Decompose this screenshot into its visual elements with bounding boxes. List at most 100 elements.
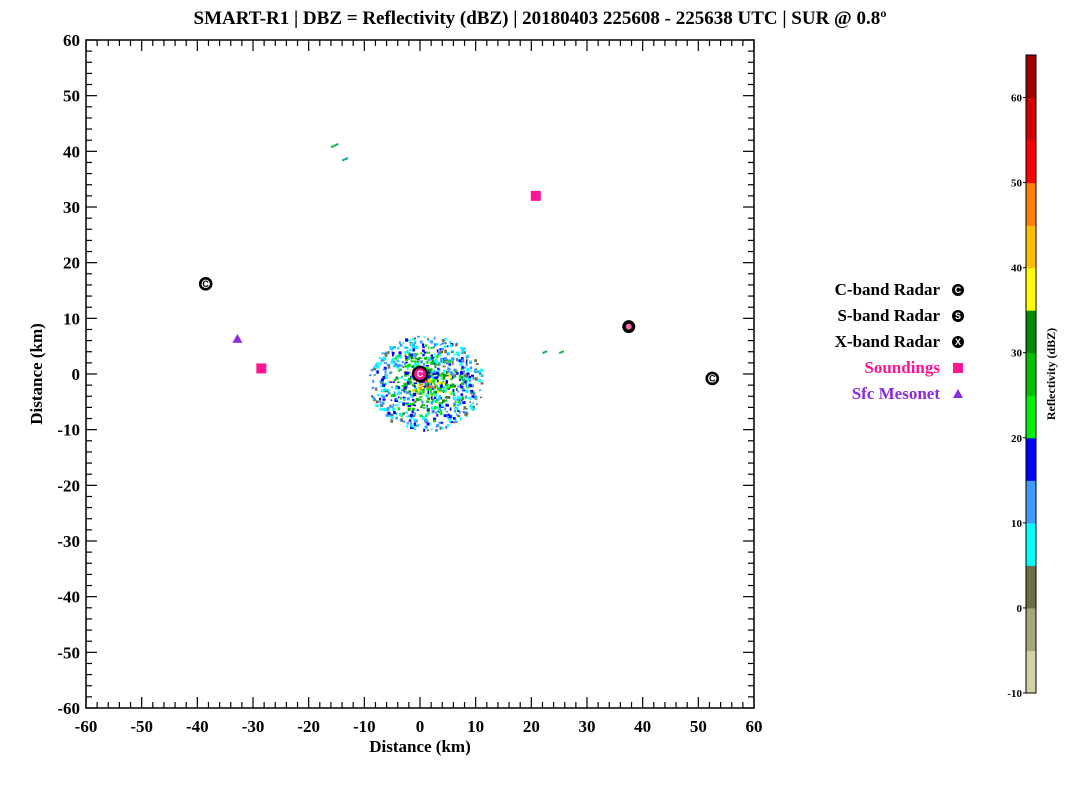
echo-pixel <box>396 364 400 368</box>
echo-pixel <box>468 384 472 388</box>
echo-pixel <box>405 389 407 391</box>
echo-pixel <box>398 351 402 354</box>
echo-pixel <box>439 348 441 351</box>
echo-pixel <box>460 382 464 385</box>
echo-pixel <box>427 411 430 415</box>
echo-pixel <box>343 158 346 161</box>
echo-pixel <box>453 376 457 378</box>
x-tick-label: -60 <box>75 717 98 736</box>
echo-pixel <box>449 340 452 344</box>
echo-pixel <box>461 359 465 363</box>
echo-pixel <box>407 363 411 368</box>
echo-pixel <box>407 379 410 383</box>
echo-pixel <box>390 362 393 365</box>
echo-pixel <box>444 345 448 348</box>
echo-pixel <box>430 367 433 371</box>
echo-pixel <box>416 384 420 387</box>
echo-pixel <box>456 372 459 375</box>
echo-pixel <box>380 385 383 388</box>
echo-pixel <box>436 391 440 393</box>
echo-pixel <box>445 404 449 407</box>
echo-pixel <box>431 376 434 380</box>
echo-pixel <box>416 389 420 393</box>
echo-pixel <box>453 368 457 372</box>
echo-pixel <box>455 387 458 392</box>
echo-pixel <box>400 418 404 422</box>
echo-pixel <box>465 359 468 362</box>
echo-pixel <box>433 419 436 423</box>
echo-pixel <box>373 374 377 376</box>
echo-pixel <box>402 420 406 423</box>
echo-pixel <box>409 395 412 398</box>
echo-pixel <box>371 395 374 398</box>
echo-pixel <box>392 408 396 411</box>
echo-pixel <box>443 342 446 345</box>
colorbar-tick-label: 30 <box>1011 348 1023 360</box>
echo-pixel <box>469 401 472 403</box>
echo-pixel <box>421 404 426 407</box>
echo-pixel <box>385 394 388 397</box>
echo-pixel <box>428 382 432 386</box>
echo-pixel <box>430 385 435 390</box>
echo-pixel <box>463 408 465 410</box>
echo-pixel <box>457 414 461 418</box>
echo-pixel <box>430 428 433 431</box>
echo-pixel <box>403 362 406 365</box>
echo-pixel <box>427 397 431 400</box>
echo-pixel <box>440 377 443 380</box>
echo-pixel <box>413 422 417 426</box>
echo-pixel <box>426 371 431 375</box>
echo-pixel <box>395 412 398 416</box>
echo-pixel <box>446 362 448 365</box>
echo-pixel <box>433 386 436 389</box>
echo-pixel <box>390 406 394 408</box>
echo-pixel <box>449 385 452 389</box>
echo-pixel <box>463 411 468 414</box>
echo-pixel <box>431 359 435 362</box>
echo-pixel <box>405 391 409 395</box>
echo-pixel <box>401 385 405 388</box>
echo-pixel <box>427 369 432 372</box>
chart-title: SMART-R1 | DBZ = Reflectivity (dBZ) | 20… <box>194 8 887 29</box>
echo-pixel <box>412 389 416 392</box>
x-tick-label: 20 <box>523 717 540 736</box>
echo-pixel <box>376 370 379 374</box>
echo-pixel <box>399 343 403 347</box>
echo-pixel <box>453 403 456 407</box>
echo-pixel <box>418 362 420 365</box>
echo-pixel <box>418 386 422 390</box>
echo-pixel <box>455 406 459 411</box>
echo-pixel <box>392 403 395 408</box>
echo-pixel <box>397 407 400 411</box>
echo-pixel <box>442 373 447 377</box>
echo-pixel <box>456 357 458 362</box>
echo-pixel <box>439 404 441 408</box>
echo-pixel <box>403 396 407 400</box>
echo-pixel <box>561 350 564 353</box>
echo-pixel <box>462 401 466 405</box>
echo-pixel <box>379 380 383 384</box>
echo-pixel <box>460 385 464 389</box>
echo-pixel <box>437 367 440 370</box>
echo-pixel <box>421 380 425 383</box>
echo-pixel <box>453 409 457 412</box>
echo-pixel <box>444 407 446 411</box>
echo-pixel <box>426 366 429 371</box>
echo-pixel <box>450 371 453 374</box>
echo-pixel <box>422 354 425 357</box>
echo-pixel <box>431 382 435 386</box>
echo-pixel <box>420 389 424 391</box>
echo-pixel <box>383 366 387 371</box>
echo-pixel <box>409 381 412 384</box>
echo-pixel <box>463 370 466 374</box>
echo-pixel <box>342 159 345 162</box>
echo-pixel <box>448 363 452 366</box>
echo-pixel <box>446 424 450 427</box>
echo-pixel <box>434 383 437 387</box>
echo-pixel <box>463 406 466 409</box>
echo-pixel <box>423 385 427 388</box>
echo-pixel <box>403 382 407 387</box>
echo-pixel <box>438 353 441 357</box>
echo-pixel <box>412 407 415 411</box>
